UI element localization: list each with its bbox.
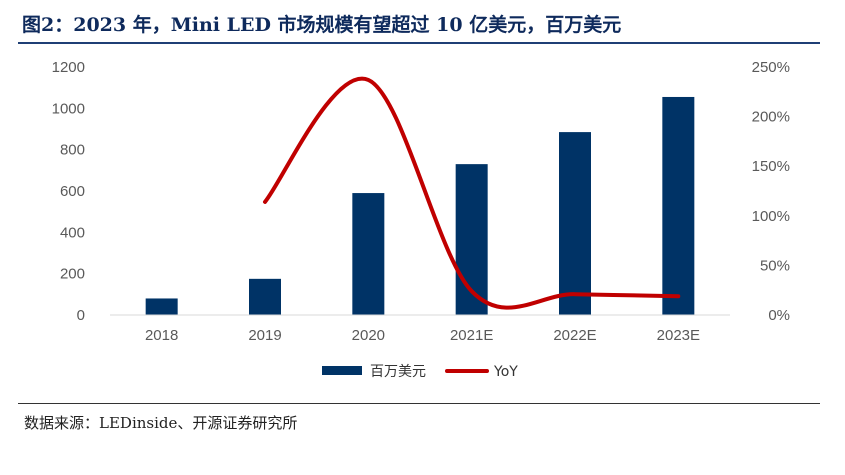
left-tick-label: 800 [60,142,85,159]
left-tick-label: 400 [60,224,85,241]
x-axis-ticks: 2018 2019 2020 2021E 2022E 2023E [145,327,700,344]
right-tick-label: 200% [752,109,790,126]
footer-divider [18,403,820,404]
yoy-line [263,76,681,310]
x-tick-label: 2021E [450,327,493,344]
legend-label-line: YoY [493,364,518,380]
bar [249,278,281,315]
bar [559,132,591,315]
bar [352,193,385,315]
left-axis-ticks: 0 200 400 600 800 1000 1200 [52,59,85,324]
x-tick-label: 2022E [553,327,596,344]
right-tick-label: 100% [752,208,790,225]
left-tick-label: 0 [77,307,85,324]
bar [145,298,178,315]
left-tick-label: 200 [60,266,85,283]
right-tick-label: 250% [752,59,790,76]
legend-label-bar: 百万美元 [370,364,426,380]
legend: 百万美元 YoY [322,364,518,380]
right-axis-ticks: 0% 50% 100% 150% 200% 250% [752,59,790,324]
bar-series [145,96,695,315]
chart-title: 图2：2023 年，Mini LED 市场规模有望超过 10 亿美元，百万美元 [22,14,622,36]
left-tick-label: 1000 [52,100,85,117]
title-divider [18,42,820,44]
source-note: 数据来源：LEDinside、开源证券研究所 [24,414,298,432]
left-tick-label: 1200 [52,59,85,76]
left-tick-label: 600 [60,183,85,200]
right-tick-label: 150% [752,158,790,175]
legend-swatch-bar [322,366,362,375]
x-tick-label: 2020 [352,327,385,344]
bar [662,96,695,315]
x-tick-label: 2018 [145,327,178,344]
x-tick-label: 2023E [657,327,700,344]
right-tick-label: 50% [760,257,790,274]
chart: 0 200 400 600 800 1000 1200 0% 50% 100% 150% 200% 2… [52,59,790,380]
x-tick-label: 2019 [248,327,281,344]
right-tick-label: 0% [768,307,790,324]
